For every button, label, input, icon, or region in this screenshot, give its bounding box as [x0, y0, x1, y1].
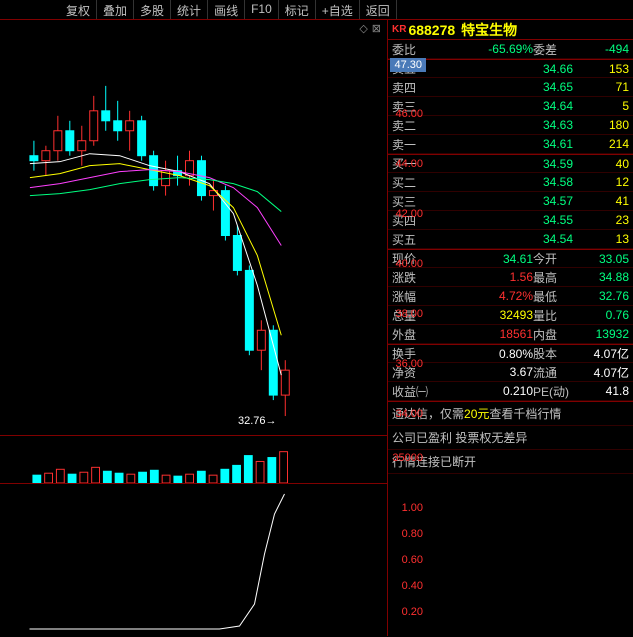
- y-tick: 42.00: [395, 208, 423, 220]
- toolbar-F10[interactable]: F10: [245, 0, 279, 19]
- kr-badge: KR: [392, 24, 406, 35]
- toolbar-+自选[interactable]: +自选: [316, 0, 360, 19]
- ind-tick: 0.40: [402, 580, 423, 592]
- toolbar: 复权叠加多股统计画线F10标记+自选返回: [0, 0, 633, 20]
- toolbar-画线[interactable]: 画线: [208, 0, 245, 19]
- stock-name: 特宝生物: [461, 20, 517, 40]
- close-icon[interactable]: ⊠: [372, 22, 381, 35]
- indicator-chart[interactable]: 1.000.800.600.400.20: [0, 484, 387, 634]
- chart-header: ◇ ⊠: [0, 20, 387, 36]
- toolbar-标记[interactable]: 标记: [279, 0, 316, 19]
- candle-chart[interactable]: 47.30 32.76→ 46.0044.0042.0040.0038.0036…: [0, 36, 387, 436]
- toolbar-返回[interactable]: 返回: [360, 0, 397, 19]
- y-tick: 38.00: [395, 308, 423, 320]
- toolbar-复权[interactable]: 复权: [60, 0, 97, 19]
- ind-tick: 0.80: [402, 528, 423, 540]
- y-tick: 44.00: [395, 158, 423, 170]
- ind-tick: 1.00: [402, 502, 423, 514]
- toolbar-统计[interactable]: 统计: [171, 0, 208, 19]
- y-tick: 36.00: [395, 358, 423, 370]
- y-tick: 34.00: [395, 408, 423, 420]
- vol-tick: 35000: [392, 452, 423, 464]
- y-tick: 46.00: [395, 108, 423, 120]
- volume-chart[interactable]: 35000: [0, 436, 387, 484]
- toolbar-叠加[interactable]: 叠加: [97, 0, 134, 19]
- chart-area: ◇ ⊠ 47.30 32.76→ 46.0044.0042.0040.0038.…: [0, 20, 388, 636]
- toolbar-多股[interactable]: 多股: [134, 0, 171, 19]
- ind-tick: 0.60: [402, 554, 423, 566]
- diamond-icon[interactable]: ◇: [359, 22, 367, 35]
- ind-tick: 0.20: [402, 606, 423, 618]
- low-label: 32.76→: [238, 415, 277, 427]
- y-tick: 40.00: [395, 258, 423, 270]
